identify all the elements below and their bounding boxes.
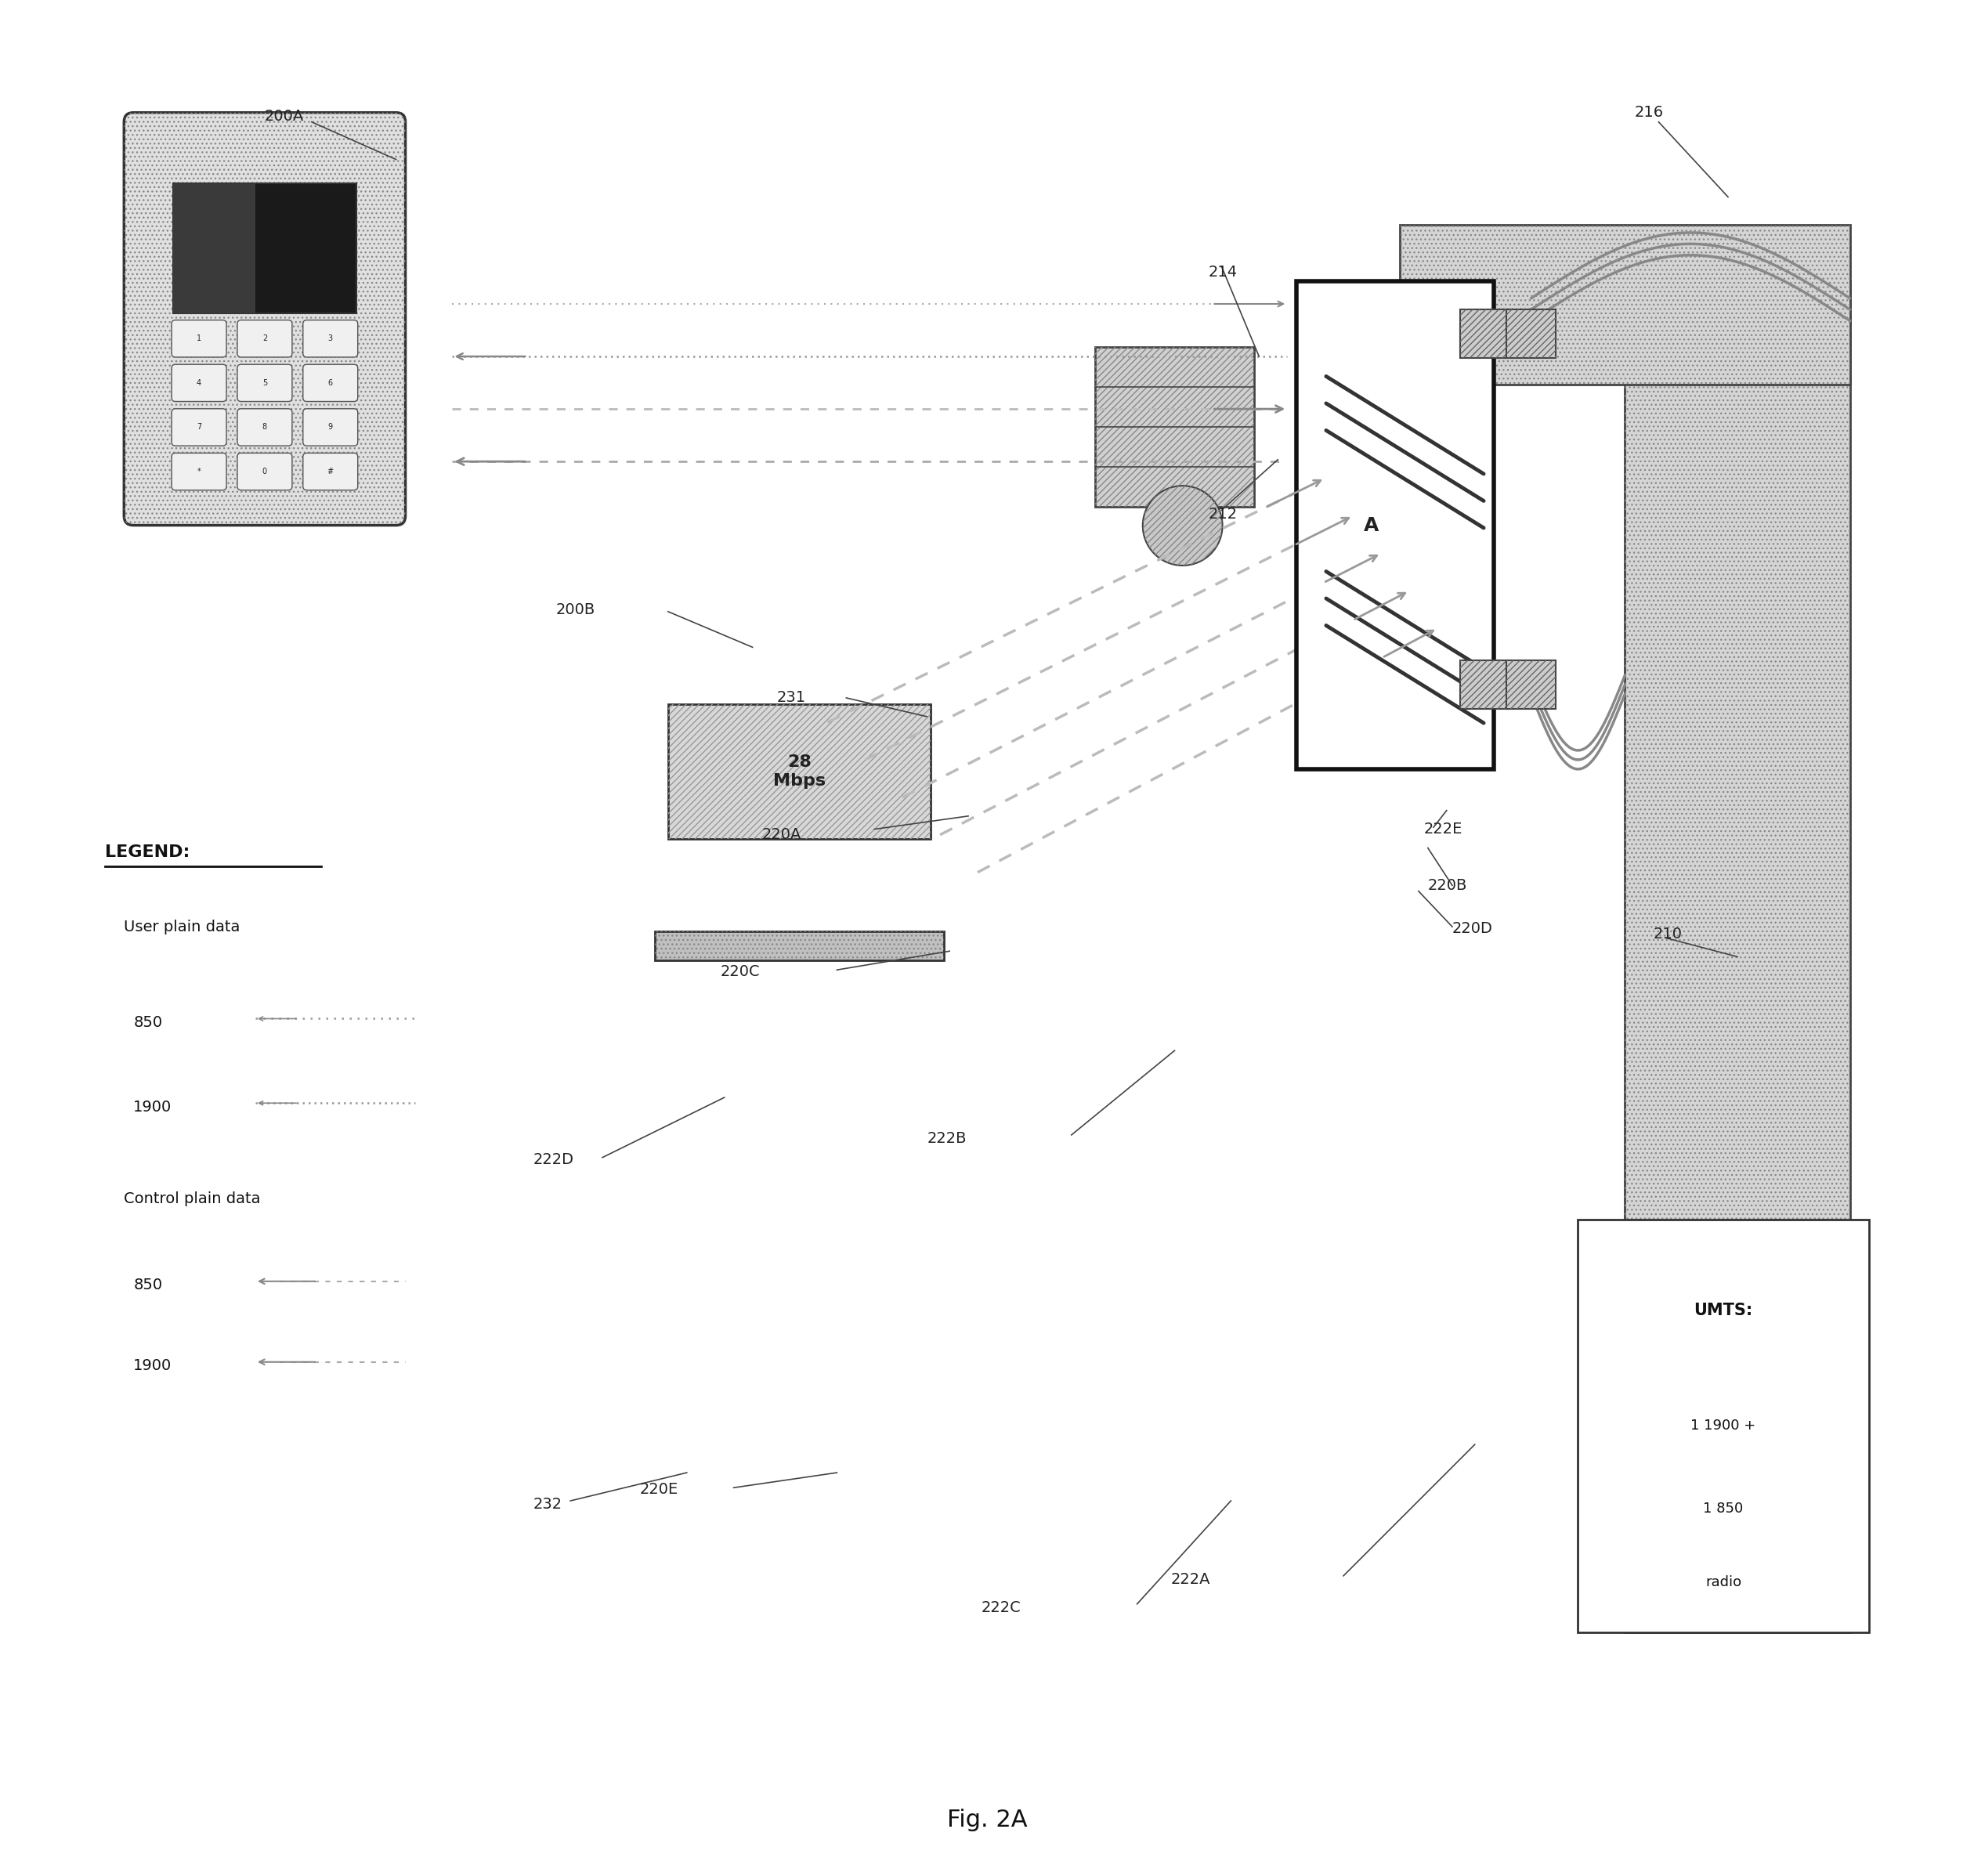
FancyBboxPatch shape	[172, 364, 227, 401]
Bar	[1506, 310, 1556, 358]
Bar	[174, 184, 357, 313]
Bar	[174, 184, 255, 313]
Text: 2: 2	[263, 334, 266, 343]
Bar	[1577, 1219, 1869, 1632]
Text: 850: 850	[134, 1015, 162, 1030]
Bar	[1459, 660, 1508, 709]
FancyBboxPatch shape	[237, 321, 292, 356]
Text: 232: 232	[533, 1497, 563, 1512]
Text: 222D: 222D	[533, 1152, 574, 1167]
FancyBboxPatch shape	[302, 364, 357, 401]
Text: 5: 5	[263, 379, 266, 386]
FancyBboxPatch shape	[302, 452, 357, 490]
Text: 200A: 200A	[265, 109, 304, 124]
Text: 850: 850	[134, 1278, 162, 1293]
Bar	[655, 930, 944, 961]
FancyBboxPatch shape	[172, 409, 227, 446]
Bar	[655, 930, 944, 961]
Text: 231: 231	[778, 690, 805, 705]
FancyBboxPatch shape	[172, 321, 227, 356]
FancyBboxPatch shape	[237, 409, 292, 446]
Text: User plain data: User plain data	[124, 919, 241, 934]
Text: 220C: 220C	[721, 964, 760, 979]
Text: 3: 3	[328, 334, 334, 343]
Text: LEGEND:: LEGEND:	[105, 844, 190, 859]
FancyBboxPatch shape	[237, 364, 292, 401]
Bar	[1625, 281, 1850, 1632]
Text: 1900: 1900	[134, 1099, 172, 1114]
Text: 220E: 220E	[640, 1482, 679, 1497]
Text: 4: 4	[197, 379, 201, 386]
Text: 214: 214	[1208, 265, 1238, 280]
Text: 28
Mbps: 28 Mbps	[774, 754, 825, 788]
Text: 9: 9	[328, 424, 334, 431]
Circle shape	[1143, 486, 1222, 565]
Text: 1 1900 +: 1 1900 +	[1692, 1418, 1757, 1433]
Text: radio: radio	[1706, 1576, 1741, 1589]
Bar	[1506, 660, 1556, 709]
Text: 222A: 222A	[1171, 1572, 1210, 1587]
Text: 222E: 222E	[1423, 822, 1463, 837]
Text: 200B: 200B	[555, 602, 594, 617]
Text: Control plain data: Control plain data	[124, 1191, 261, 1206]
Text: 1 850: 1 850	[1704, 1501, 1743, 1516]
Bar	[1400, 225, 1850, 385]
Text: 210: 210	[1652, 927, 1682, 942]
Text: 6: 6	[328, 379, 334, 386]
Bar	[1459, 310, 1508, 358]
Text: 222B: 222B	[928, 1131, 967, 1146]
FancyBboxPatch shape	[667, 704, 930, 839]
Text: 1: 1	[197, 334, 201, 343]
FancyBboxPatch shape	[124, 113, 405, 525]
Bar	[1459, 310, 1508, 358]
Text: 1900: 1900	[134, 1358, 172, 1373]
Bar	[1506, 660, 1556, 709]
Text: 212: 212	[1208, 507, 1238, 522]
Text: #: #	[328, 467, 334, 475]
Text: *: *	[197, 467, 201, 475]
Bar	[1506, 310, 1556, 358]
Text: 8: 8	[263, 424, 266, 431]
Bar	[1096, 347, 1253, 507]
FancyBboxPatch shape	[302, 409, 357, 446]
Text: Fig. 2A: Fig. 2A	[948, 1808, 1026, 1831]
Bar	[1096, 347, 1253, 507]
FancyBboxPatch shape	[237, 452, 292, 490]
Text: UMTS:: UMTS:	[1694, 1302, 1753, 1319]
Text: 220A: 220A	[762, 827, 801, 842]
FancyBboxPatch shape	[302, 321, 357, 356]
Bar	[1625, 281, 1850, 1632]
Bar	[1297, 281, 1494, 769]
Bar	[1459, 660, 1508, 709]
Text: 220B: 220B	[1427, 878, 1467, 893]
Text: 7: 7	[197, 424, 201, 431]
Text: 216: 216	[1634, 105, 1664, 120]
Text: 220D: 220D	[1453, 921, 1492, 936]
Text: 222C: 222C	[981, 1600, 1021, 1615]
Bar	[1400, 225, 1850, 385]
FancyBboxPatch shape	[172, 452, 227, 490]
Text: 0: 0	[263, 467, 266, 475]
Text: A: A	[1364, 516, 1380, 535]
